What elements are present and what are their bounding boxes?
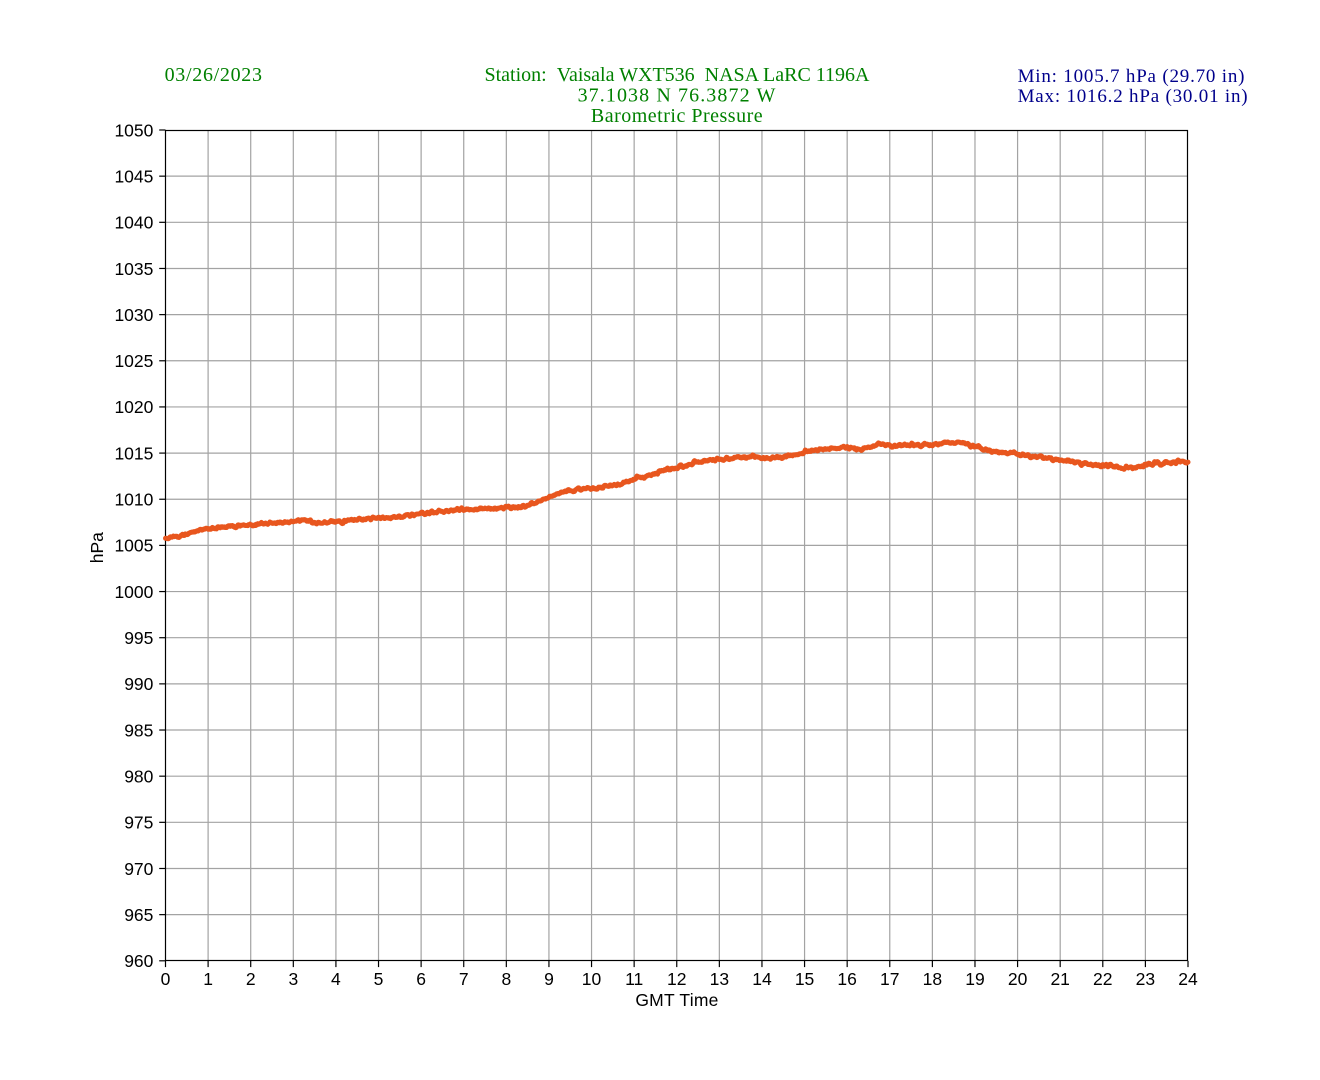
- svg-text:995: 995: [124, 628, 153, 648]
- svg-text:1035: 1035: [114, 259, 153, 279]
- svg-text:6: 6: [416, 969, 426, 989]
- svg-text:1010: 1010: [114, 490, 153, 510]
- svg-text:10: 10: [582, 969, 602, 989]
- svg-text:2: 2: [246, 969, 256, 989]
- svg-text:1030: 1030: [114, 305, 153, 325]
- svg-text:970: 970: [124, 859, 153, 879]
- svg-text:19: 19: [965, 969, 984, 989]
- svg-text:7: 7: [459, 969, 469, 989]
- svg-text:3: 3: [288, 969, 298, 989]
- svg-text:1005: 1005: [114, 536, 153, 556]
- svg-text:1040: 1040: [114, 213, 153, 233]
- svg-text:Station: Vaisala WXT536 NASA: Station: Vaisala WXT536 NASA LaRC 1196A: [485, 64, 871, 86]
- svg-text:23: 23: [1136, 969, 1155, 989]
- svg-text:8: 8: [501, 969, 511, 989]
- svg-text:985: 985: [124, 720, 153, 740]
- svg-text:960: 960: [124, 951, 153, 971]
- svg-text:03/26/2023: 03/26/2023: [165, 64, 263, 86]
- svg-text:14: 14: [752, 969, 772, 989]
- svg-text:13: 13: [710, 969, 729, 989]
- svg-text:GMT Time: GMT Time: [635, 990, 718, 1010]
- svg-text:22: 22: [1093, 969, 1112, 989]
- svg-text:965: 965: [124, 905, 153, 925]
- svg-text:1045: 1045: [114, 166, 153, 186]
- svg-text:Barometric Pressure: Barometric Pressure: [591, 105, 763, 127]
- svg-text:1015: 1015: [114, 443, 153, 463]
- svg-text:980: 980: [124, 766, 153, 786]
- svg-text:1050: 1050: [114, 120, 153, 140]
- svg-text:1020: 1020: [114, 397, 153, 417]
- svg-text:hPa: hPa: [87, 532, 107, 563]
- svg-text:Min: 1005.7 hPa (29.70 in): Min: 1005.7 hPa (29.70 in): [1018, 66, 1246, 87]
- svg-text:12: 12: [667, 969, 686, 989]
- svg-text:990: 990: [124, 674, 153, 694]
- svg-text:24: 24: [1178, 969, 1198, 989]
- svg-text:20: 20: [1008, 969, 1028, 989]
- svg-text:0: 0: [161, 969, 171, 989]
- svg-text:37.1038 N 76.3872 W: 37.1038 N 76.3872 W: [578, 84, 777, 106]
- svg-text:1: 1: [203, 969, 213, 989]
- svg-text:15: 15: [795, 969, 814, 989]
- svg-text:4: 4: [331, 969, 341, 989]
- svg-text:17: 17: [880, 969, 899, 989]
- svg-text:16: 16: [837, 969, 856, 989]
- svg-text:5: 5: [374, 969, 384, 989]
- svg-text:Max: 1016.2 hPa (30.01 in): Max: 1016.2 hPa (30.01 in): [1018, 86, 1249, 107]
- svg-text:21: 21: [1050, 969, 1069, 989]
- svg-text:1025: 1025: [114, 351, 153, 371]
- svg-text:1000: 1000: [114, 582, 153, 602]
- svg-text:11: 11: [625, 969, 643, 989]
- svg-text:975: 975: [124, 813, 153, 833]
- svg-text:9: 9: [544, 969, 554, 989]
- svg-text:18: 18: [923, 969, 942, 989]
